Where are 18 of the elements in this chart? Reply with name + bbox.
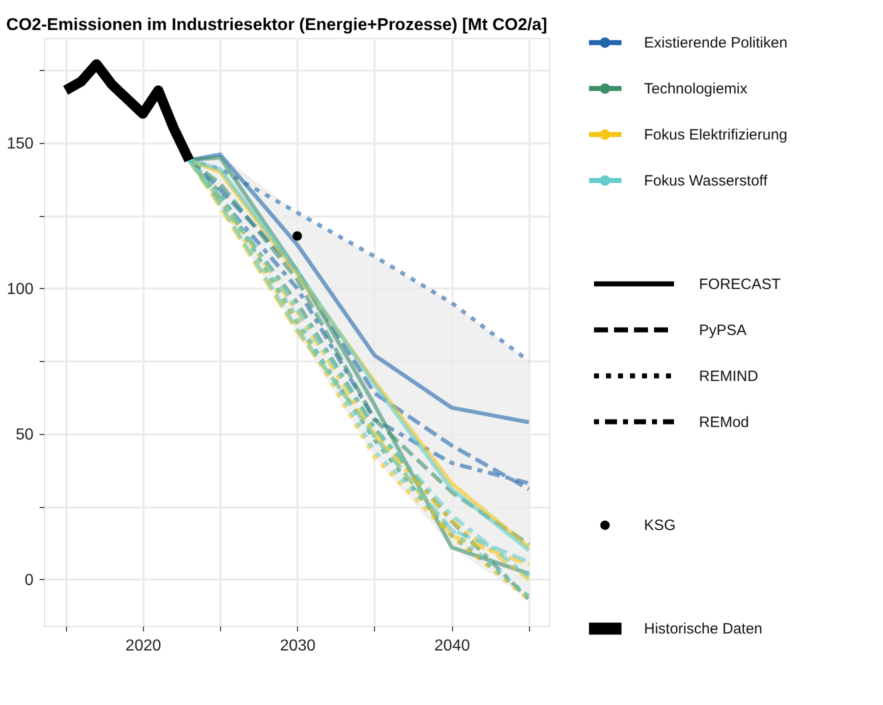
legend-label: Historische Daten xyxy=(644,620,762,638)
x-tick-label: 2040 xyxy=(434,638,470,654)
legend-label: KSG xyxy=(644,517,676,534)
legend-label: Existierende Politiken xyxy=(644,34,788,52)
y-tick-label: 100 xyxy=(6,280,34,298)
legend-label: Fokus Wasserstoff xyxy=(644,172,768,190)
x-tick-label: 2030 xyxy=(280,638,316,654)
legend-label: Fokus Elektrifizierung xyxy=(644,126,788,144)
x-tick-label: 2020 xyxy=(126,638,162,654)
y-tick-label: 150 xyxy=(6,135,34,152)
text: REMod xyxy=(699,414,750,431)
y-tick-label: 50 xyxy=(16,426,34,444)
legend-label: Technologiemix xyxy=(644,80,748,98)
chart-title: CO2-Emissionen im Industriesektor (Energie+Prozesse) [Mt CO2/a] xyxy=(6,15,548,34)
text: FORECAST xyxy=(699,276,781,293)
y-tick-label: 0 xyxy=(24,572,34,589)
text: REMIND xyxy=(699,368,758,385)
text: PyPSA xyxy=(699,322,747,339)
